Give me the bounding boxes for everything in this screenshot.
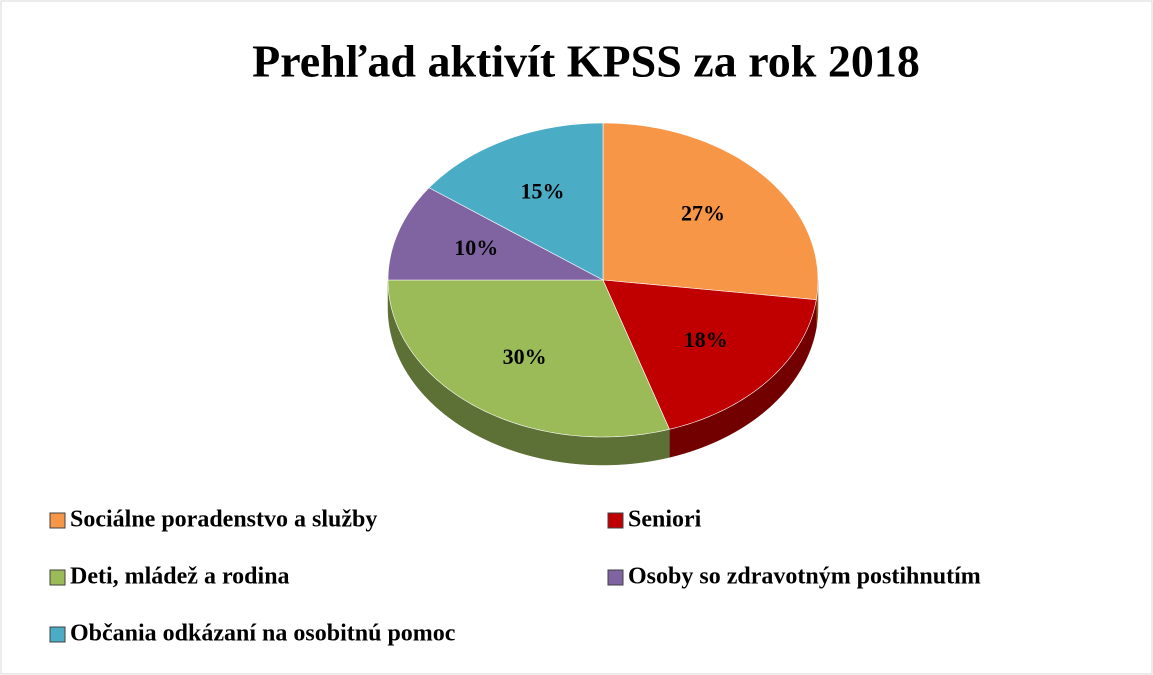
legend-label: Sociálne poradenstvo a služby: [70, 507, 377, 533]
slice: [602, 122, 819, 301]
legend-swatch: [607, 512, 624, 529]
data-label: 30%: [503, 344, 547, 369]
data-label: 15%: [520, 178, 564, 203]
legend-swatch: [49, 626, 66, 643]
legend-swatch: [607, 569, 624, 586]
legend-label: Deti, mládež a rodina: [70, 564, 290, 590]
data-label: 27%: [681, 201, 725, 226]
legend-label: Občania odkázaní na osobitnú pomoc: [70, 621, 456, 647]
data-label: 18%: [684, 327, 728, 352]
legend-label: Seniori: [628, 507, 702, 533]
slice: [428, 122, 604, 281]
slice: [387, 279, 670, 438]
slice: [602, 279, 817, 430]
data-label: 10%: [454, 235, 498, 260]
legend-swatch: [49, 512, 66, 529]
slice: [387, 187, 604, 281]
legend-swatch: [49, 569, 66, 586]
legend-label: Osoby so zdravotným postihnutím: [628, 564, 981, 590]
chart-title: Prehľad aktivít KPSS za rok 2018: [252, 36, 920, 87]
